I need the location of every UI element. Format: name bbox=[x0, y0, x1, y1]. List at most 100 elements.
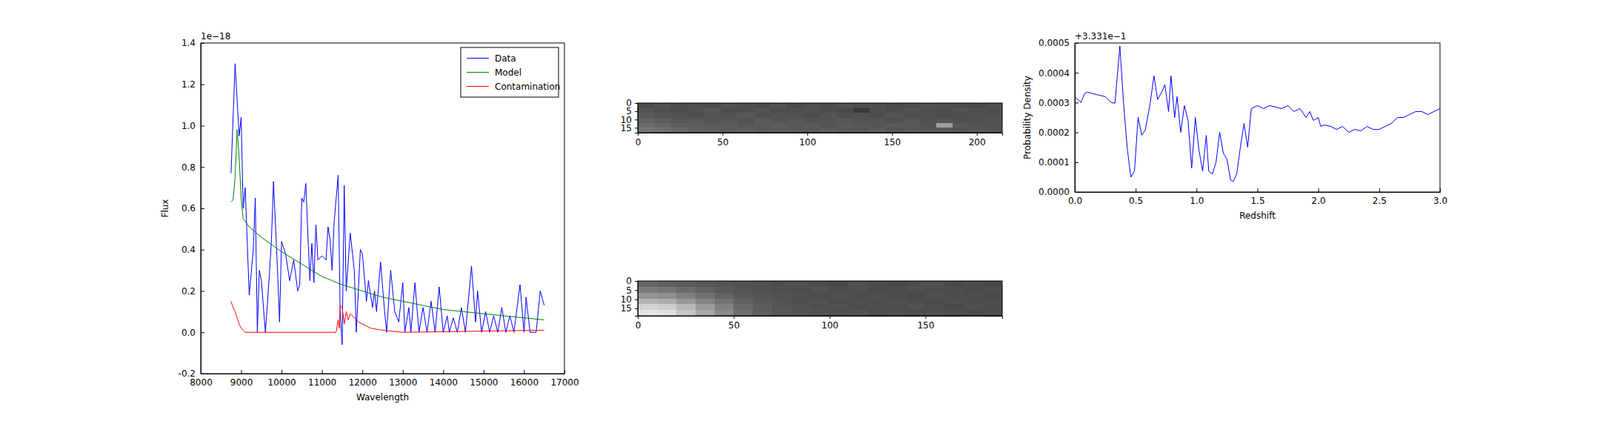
tick-mark bbox=[200, 249, 205, 251]
cell bbox=[810, 303, 830, 310]
cell bbox=[733, 280, 753, 287]
cell bbox=[654, 102, 672, 109]
tick-label: 200 bbox=[968, 137, 986, 148]
cell bbox=[968, 102, 986, 109]
tick-mark bbox=[1318, 188, 1320, 192]
tick-label: 0.0003 bbox=[1038, 97, 1070, 109]
tick: 100 bbox=[821, 315, 839, 331]
cell bbox=[985, 127, 1003, 133]
cell bbox=[952, 117, 970, 123]
cell bbox=[803, 117, 821, 123]
cell bbox=[982, 309, 1003, 316]
tick-label: 11000 bbox=[308, 377, 337, 388]
series-line bbox=[231, 300, 545, 332]
cell bbox=[714, 303, 735, 310]
cell bbox=[868, 303, 888, 310]
tick-label: 0.8 bbox=[181, 162, 196, 173]
x-axis: 050100150200 bbox=[635, 132, 1003, 148]
cell bbox=[982, 286, 1003, 293]
cell bbox=[637, 102, 655, 109]
cell bbox=[791, 286, 811, 293]
cell bbox=[829, 280, 849, 287]
tick-mark bbox=[200, 291, 205, 292]
cell bbox=[676, 298, 696, 305]
cell bbox=[654, 127, 672, 133]
cell bbox=[885, 122, 903, 129]
series-line bbox=[231, 129, 545, 320]
tick-mark bbox=[442, 369, 444, 374]
tick-mark bbox=[200, 166, 205, 168]
cell bbox=[869, 112, 887, 118]
line-panel: 8000900010000110001200013000140001500016… bbox=[160, 31, 580, 403]
cell bbox=[771, 286, 792, 293]
cell bbox=[985, 102, 1003, 109]
tick-mark bbox=[362, 369, 363, 374]
tick-label: 9000 bbox=[230, 377, 254, 388]
cell bbox=[695, 286, 715, 293]
cell bbox=[637, 292, 658, 299]
tick: 16000 bbox=[510, 369, 539, 388]
x-axis-title: Wavelength bbox=[356, 391, 409, 403]
tick-label: 3.0 bbox=[1433, 195, 1448, 206]
x-axis: 050100150 bbox=[635, 315, 1003, 331]
cell bbox=[752, 292, 772, 299]
tick-label: 0.0001 bbox=[1038, 157, 1070, 168]
cell bbox=[714, 309, 735, 316]
tick: 0.8 bbox=[181, 162, 205, 173]
cell bbox=[703, 102, 721, 109]
cell bbox=[637, 286, 658, 293]
cell bbox=[754, 102, 772, 109]
cell bbox=[714, 298, 735, 305]
cell bbox=[687, 102, 705, 109]
tick-mark bbox=[634, 127, 638, 129]
tick-mark bbox=[1196, 188, 1198, 192]
tick: 0.4 bbox=[181, 244, 205, 255]
cell bbox=[786, 102, 804, 109]
tick-mark bbox=[200, 125, 205, 127]
tick-mark bbox=[634, 111, 638, 112]
cell bbox=[853, 117, 871, 123]
cell bbox=[733, 303, 753, 310]
tick: 2.5 bbox=[1372, 188, 1387, 206]
y-axis-title: Flux bbox=[160, 199, 171, 218]
tick-label: 0.6 bbox=[181, 202, 196, 214]
cell bbox=[963, 286, 983, 293]
axis-line bbox=[1075, 188, 1441, 193]
cell bbox=[820, 122, 838, 129]
cell bbox=[770, 122, 788, 129]
cell bbox=[902, 108, 920, 114]
cell bbox=[654, 117, 672, 123]
tick: 10000 bbox=[268, 369, 297, 388]
axis-line bbox=[638, 316, 1003, 320]
tick-mark bbox=[807, 132, 809, 136]
cell bbox=[848, 298, 869, 305]
legend-label: Model bbox=[494, 67, 522, 78]
cell bbox=[786, 108, 804, 114]
tick-label: -0.2 bbox=[178, 368, 196, 379]
tick-mark bbox=[241, 369, 243, 374]
tick: 12000 bbox=[348, 369, 378, 388]
axis-offset-label: 1e−18 bbox=[200, 31, 231, 42]
tick-label: 0 bbox=[635, 320, 642, 331]
axis-line bbox=[634, 281, 639, 317]
cell bbox=[952, 127, 970, 133]
tick-label: 16000 bbox=[510, 377, 539, 388]
tick-mark bbox=[200, 84, 205, 86]
tick: 150 bbox=[883, 132, 901, 148]
tick-mark bbox=[634, 299, 638, 300]
tick: 0.0000 bbox=[1038, 186, 1079, 198]
cell bbox=[853, 102, 871, 109]
tick-mark bbox=[733, 315, 735, 319]
y-axis: 051015 bbox=[620, 275, 639, 316]
cell bbox=[836, 108, 854, 114]
y-axis: -0.20.00.20.40.60.81.01.21.4 bbox=[178, 37, 205, 379]
tick-mark bbox=[1257, 188, 1259, 192]
cell bbox=[786, 112, 804, 118]
series-line bbox=[231, 63, 545, 345]
cell bbox=[770, 117, 788, 123]
cell bbox=[754, 117, 772, 123]
cell bbox=[925, 292, 945, 299]
tick-mark bbox=[1379, 188, 1380, 192]
cell bbox=[771, 280, 792, 287]
series-line bbox=[1074, 45, 1440, 182]
